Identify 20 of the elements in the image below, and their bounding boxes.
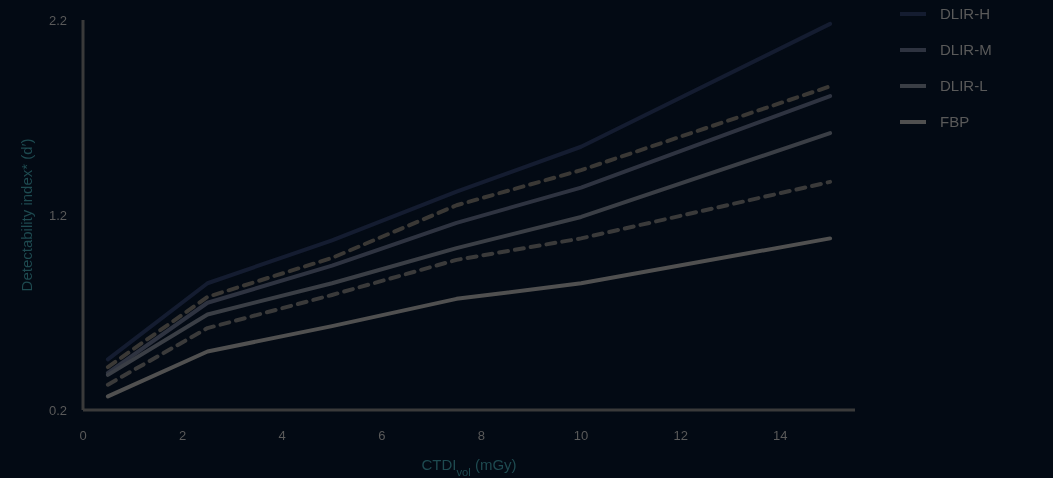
y-tick-label: 2.2 <box>48 12 67 28</box>
x-tick-label: 4 <box>278 428 286 443</box>
y-tick-label: 0.2 <box>48 402 67 418</box>
legend-label: DLIR-L <box>940 77 988 95</box>
x-tick-label: 12 <box>673 428 688 443</box>
x-axis-title: CTDI$_{vol}$ (mGy) <box>421 456 517 478</box>
legend-label: DLIR-H <box>940 5 991 23</box>
legend-label: DLIR-M <box>940 41 992 59</box>
x-tick-label: 6 <box>378 428 386 443</box>
line-series <box>105 236 833 399</box>
x-tick-label: 2 <box>179 428 187 443</box>
x-tick-label: 14 <box>773 428 788 443</box>
legend-label: FBP <box>940 113 970 131</box>
line-series <box>105 179 833 387</box>
x-tick-label: 8 <box>477 428 486 443</box>
x-tick-label: 10 <box>573 428 589 443</box>
y-tick-label: 1.2 <box>48 207 67 223</box>
y-axis-title: Detectability index* (d′) <box>18 138 35 292</box>
line-series <box>105 21 833 362</box>
x-tick-label: 0 <box>79 428 87 443</box>
